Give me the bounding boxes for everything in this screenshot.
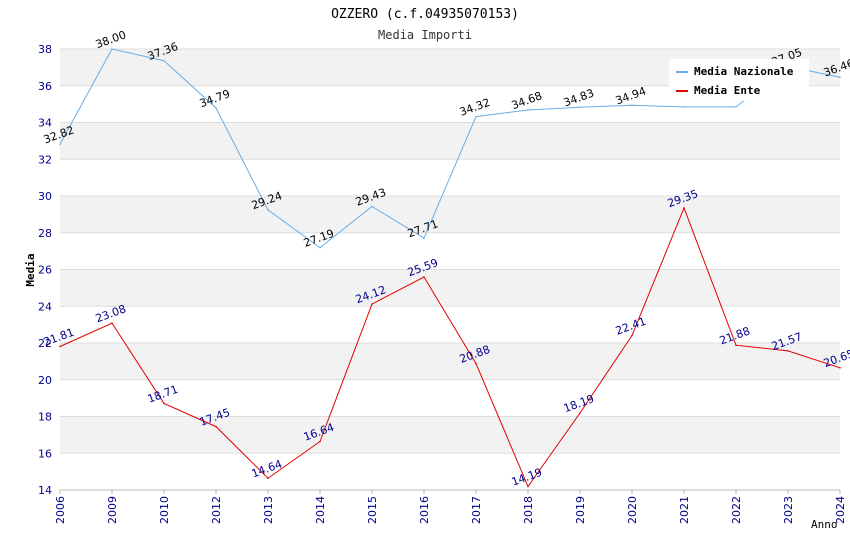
data-point bbox=[631, 334, 633, 337]
data-point bbox=[475, 362, 477, 365]
legend-background bbox=[669, 59, 809, 101]
x-tick-label: 2022 bbox=[730, 496, 743, 524]
x-axis-ticks: 2006 2009 2010 2012 2013 2014 2015 2016 2017 2018… bbox=[54, 490, 847, 524]
y-tick-label: 26 bbox=[38, 264, 52, 277]
x-tick-label: 2015 bbox=[366, 496, 379, 524]
series-line-media-nazionale bbox=[59, 48, 841, 249]
chart-title: OZZERO (c.f.04935070153) bbox=[331, 7, 519, 22]
y-tick-label: 22 bbox=[38, 337, 52, 350]
data-point bbox=[475, 115, 477, 118]
x-tick-label: 2018 bbox=[522, 496, 535, 524]
data-point bbox=[163, 402, 165, 405]
grid-band bbox=[60, 232, 840, 270]
data-point bbox=[163, 59, 165, 62]
chart-subtitle: Media Importi bbox=[378, 28, 472, 42]
data-point bbox=[319, 440, 321, 443]
data-point bbox=[735, 344, 737, 347]
series-lines bbox=[59, 48, 841, 488]
data-point bbox=[267, 477, 269, 480]
grid-band bbox=[60, 453, 840, 490]
data-point bbox=[423, 237, 425, 239]
y-axis-label: Media bbox=[24, 253, 37, 286]
y-tick-label: 18 bbox=[38, 411, 52, 424]
x-tick-label: 2009 bbox=[106, 496, 119, 524]
y-tick-label: 34 bbox=[38, 117, 52, 130]
data-point bbox=[631, 104, 633, 107]
y-tick-label: 14 bbox=[38, 484, 52, 497]
data-point bbox=[839, 367, 841, 369]
x-tick-label: 2021 bbox=[678, 496, 691, 524]
x-tick-label: 2014 bbox=[314, 496, 327, 524]
data-point bbox=[423, 276, 425, 278]
y-tick-label: 16 bbox=[38, 447, 52, 460]
grid-band bbox=[60, 196, 840, 233]
data-point bbox=[839, 76, 841, 79]
x-tick-label: 2013 bbox=[262, 496, 275, 524]
series-line-media-ente bbox=[59, 206, 841, 488]
x-tick-label: 2024 bbox=[834, 496, 847, 524]
data-point bbox=[215, 107, 217, 109]
y-tick-label: 38 bbox=[38, 43, 52, 56]
y-tick-label: 30 bbox=[38, 190, 52, 203]
data-point bbox=[59, 143, 61, 145]
data-point bbox=[267, 209, 269, 211]
data-point bbox=[683, 106, 685, 108]
data-point bbox=[787, 350, 789, 352]
y-axis-ticks: 14 16 18 20 22 24 26 28 30 32 34 36 38 bbox=[38, 43, 52, 497]
grid-band bbox=[60, 416, 840, 454]
grid-band bbox=[60, 122, 840, 160]
y-tick-label: 36 bbox=[38, 80, 52, 93]
data-point bbox=[371, 205, 373, 208]
data-label: 38.00 bbox=[94, 28, 128, 51]
legend-label-media-ente: Media Ente bbox=[694, 84, 761, 97]
x-tick-label: 2016 bbox=[418, 496, 431, 524]
y-tick-label: 28 bbox=[38, 227, 52, 240]
x-tick-label: 2012 bbox=[210, 496, 223, 524]
data-point bbox=[215, 425, 217, 428]
data-point bbox=[527, 485, 529, 488]
data-point bbox=[59, 345, 61, 348]
grid-bands bbox=[60, 49, 840, 490]
y-tick-label: 32 bbox=[38, 153, 52, 166]
x-tick-label: 2017 bbox=[470, 496, 483, 524]
data-point bbox=[527, 109, 529, 111]
x-tick-label: 2023 bbox=[782, 496, 795, 524]
legend: Media Nazionale Media Ente bbox=[669, 59, 809, 101]
data-point bbox=[111, 322, 113, 324]
x-tick-label: 2010 bbox=[158, 496, 171, 524]
data-point bbox=[579, 106, 581, 109]
data-point bbox=[319, 246, 321, 249]
x-tick-label: 2006 bbox=[54, 496, 67, 524]
grid-band bbox=[60, 343, 840, 380]
data-point bbox=[683, 207, 685, 209]
grid-band bbox=[60, 269, 840, 307]
data-point bbox=[371, 303, 373, 305]
data-point bbox=[735, 106, 737, 108]
grid-band bbox=[60, 306, 840, 343]
data-point bbox=[111, 48, 113, 50]
data-point bbox=[579, 412, 581, 414]
grid-band bbox=[60, 379, 840, 417]
x-tick-label: 2019 bbox=[574, 496, 587, 524]
y-tick-label: 24 bbox=[38, 300, 52, 313]
x-axis-label: Anno bbox=[811, 518, 838, 531]
y-tick-label: 20 bbox=[38, 374, 52, 387]
legend-label-media-nazionale: Media Nazionale bbox=[694, 65, 794, 78]
x-tick-label: 2020 bbox=[626, 496, 639, 524]
